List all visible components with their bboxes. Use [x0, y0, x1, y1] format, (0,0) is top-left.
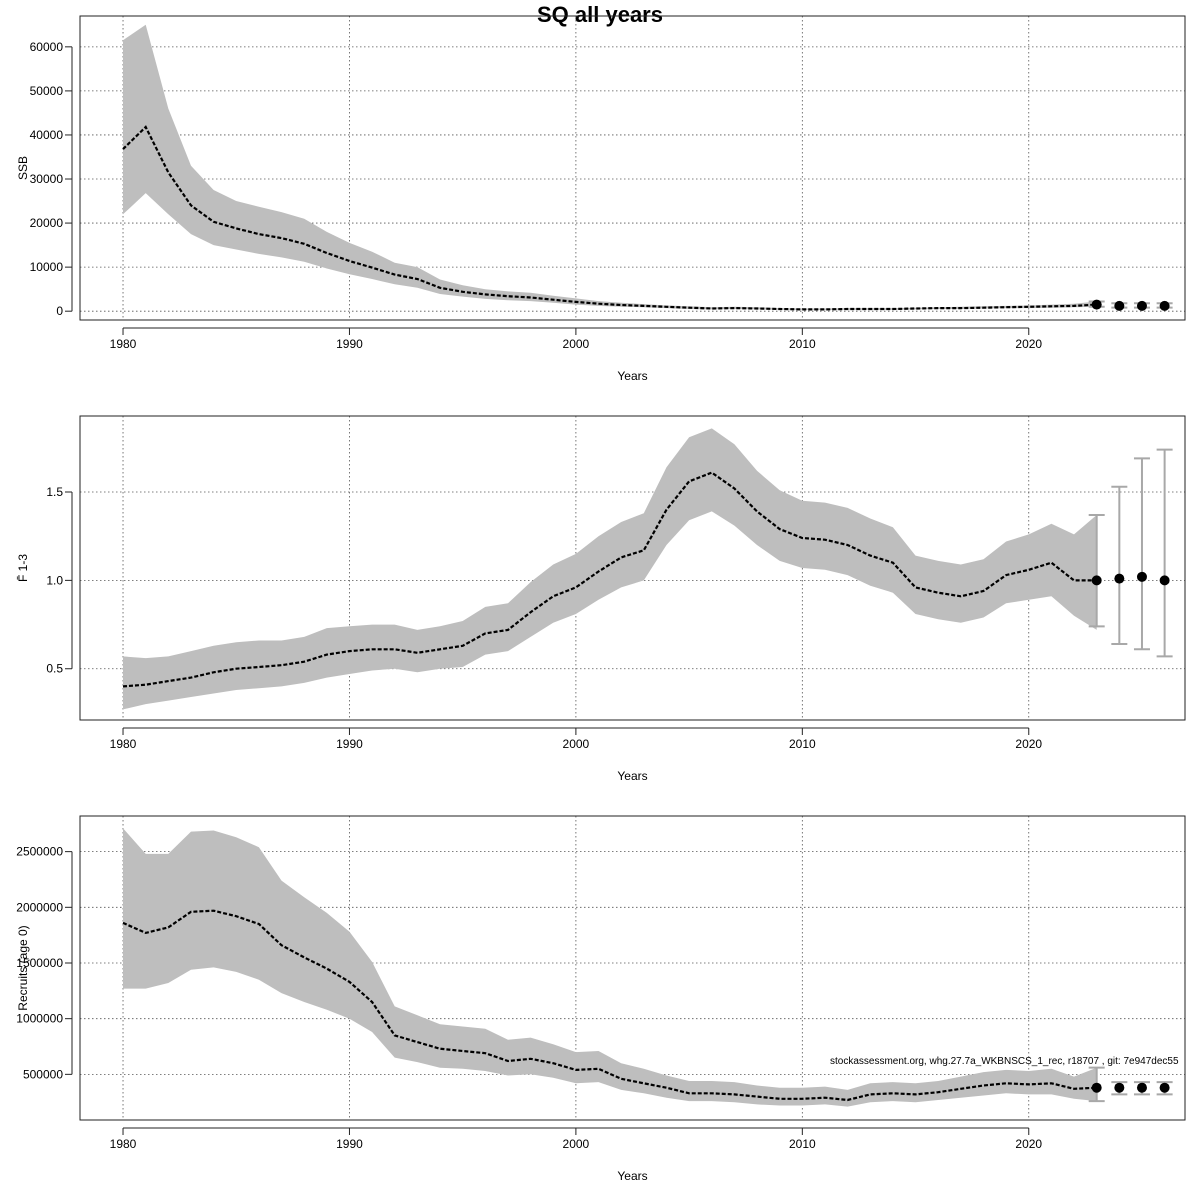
x-tick-label: 2010 [789, 1137, 816, 1151]
x-tick-label: 2000 [563, 1137, 590, 1151]
y-tick-label: 50000 [30, 84, 64, 98]
forecast-point [1136, 300, 1147, 311]
confidence-band [123, 828, 1097, 1107]
x-tick-label: 1990 [336, 737, 363, 751]
y-axis-title: F̄ 1-3 [16, 554, 30, 582]
plot-frame [79, 415, 1186, 721]
confidence-band [123, 428, 1097, 710]
footnote: stockassessment.org, whg.27.7a_WKBNSCS_1… [830, 1056, 1179, 1067]
x-tick-label: 2000 [563, 337, 590, 351]
y-axis-title: SSB [16, 156, 30, 180]
plot-frame [79, 815, 1186, 1121]
forecast-point [1159, 575, 1170, 586]
estimate-line [122, 471, 1097, 688]
ssb-panel: 1980 1990 2000 2010 2020 Years 0 10000 20000 3000… [16, 15, 1186, 383]
forecast-point [1114, 1082, 1125, 1093]
y-tick-label: 10000 [30, 260, 64, 274]
y-tick-label: 60000 [30, 40, 64, 54]
x-axis-title: Years [617, 1169, 647, 1183]
forecast-point [1091, 575, 1102, 586]
y-tick-label: 0.5 [46, 662, 63, 676]
x-tick-label: 1980 [110, 737, 137, 751]
y-tick-label: 40000 [30, 128, 64, 142]
forecast-point [1114, 573, 1125, 584]
recruitment-panel: 1980 1990 2000 2010 2020 Years 500000 1000000 15… [16, 815, 1186, 1183]
y-axis-title: Recruits (age 0) [16, 925, 30, 1010]
y-tick-label: 1500000 [16, 956, 63, 970]
forecast-point [1159, 1082, 1170, 1093]
y-tick-label: 1.5 [46, 485, 63, 499]
estimate-line [122, 909, 1097, 1102]
y-tick-label: 20000 [30, 216, 64, 230]
y-tick-label: 1000000 [16, 1012, 63, 1026]
forecast-point [1091, 299, 1102, 310]
forecast-point [1091, 1082, 1102, 1093]
x-tick-label: 1980 [110, 1137, 137, 1151]
x-tick-label: 1980 [110, 337, 137, 351]
y-tick-label: 1.0 [46, 573, 63, 587]
y-tick-label: 30000 [30, 172, 64, 186]
x-tick-label: 2010 [789, 337, 816, 351]
fishing-mortality-panel: 1980 1990 2000 2010 2020 Years 0.5 1.0 1.5 F̄ 1-3 [16, 415, 1186, 783]
x-tick-label: 2010 [789, 737, 816, 751]
forecast-point [1159, 300, 1170, 311]
x-tick-label: 2020 [1015, 737, 1042, 751]
y-tick-label: 500000 [23, 1067, 63, 1081]
plot-frame [79, 15, 1186, 321]
forecast-point [1136, 571, 1147, 582]
y-tick-label: 2000000 [16, 900, 63, 914]
forecast-point [1136, 1082, 1147, 1093]
x-tick-label: 1990 [336, 337, 363, 351]
estimate-line [122, 125, 1097, 311]
x-axis-title: Years [617, 769, 647, 783]
x-tick-label: 2020 [1015, 1137, 1042, 1151]
chart-title: SQ all years [537, 2, 663, 27]
x-axis-title: Years [617, 369, 647, 383]
y-tick-label: 2500000 [16, 845, 63, 859]
x-tick-label: 2000 [563, 737, 590, 751]
y-tick-label: 0 [56, 304, 63, 318]
x-tick-label: 2020 [1015, 337, 1042, 351]
forecast-point [1114, 300, 1125, 311]
x-tick-label: 1990 [336, 1137, 363, 1151]
